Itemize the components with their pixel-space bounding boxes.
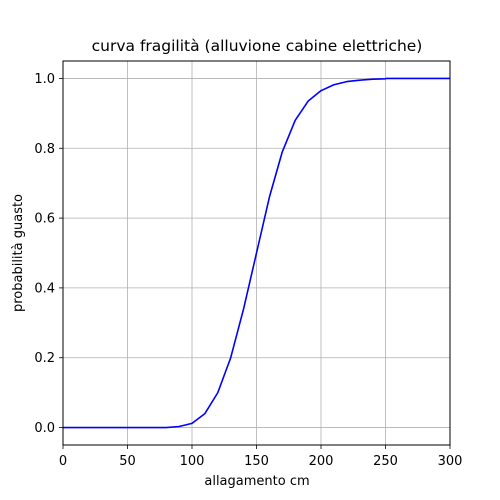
chart-title: curva fragilità (alluvione cabine elettr… [92,37,423,55]
y-axis: 0.0 0.2 0.4 0.6 0.8 1.0 [34,72,63,436]
y-axis-label: probabilità guasto [11,194,26,312]
y-tick-label: 0.4 [34,281,55,296]
y-tick-label: 0.8 [34,142,55,157]
series-line [63,77,450,429]
y-tick-label: 0.0 [34,421,55,436]
y-tick-label: 1.0 [34,72,55,87]
x-tick-label: 200 [309,454,334,469]
series-group [63,77,450,429]
y-tick-label: 0.2 [34,351,55,366]
x-axis-label: allagamento cm [204,474,309,489]
y-tick-label: 0.6 [34,212,55,227]
x-axis: 0 50 100 150 200 250 300 [59,445,463,469]
x-tick-label: 0 [59,454,67,469]
x-tick-label: 300 [438,454,463,469]
x-tick-label: 250 [373,454,398,469]
x-tick-label: 50 [119,454,136,469]
x-tick-label: 150 [244,454,269,469]
x-tick-label: 100 [180,454,205,469]
